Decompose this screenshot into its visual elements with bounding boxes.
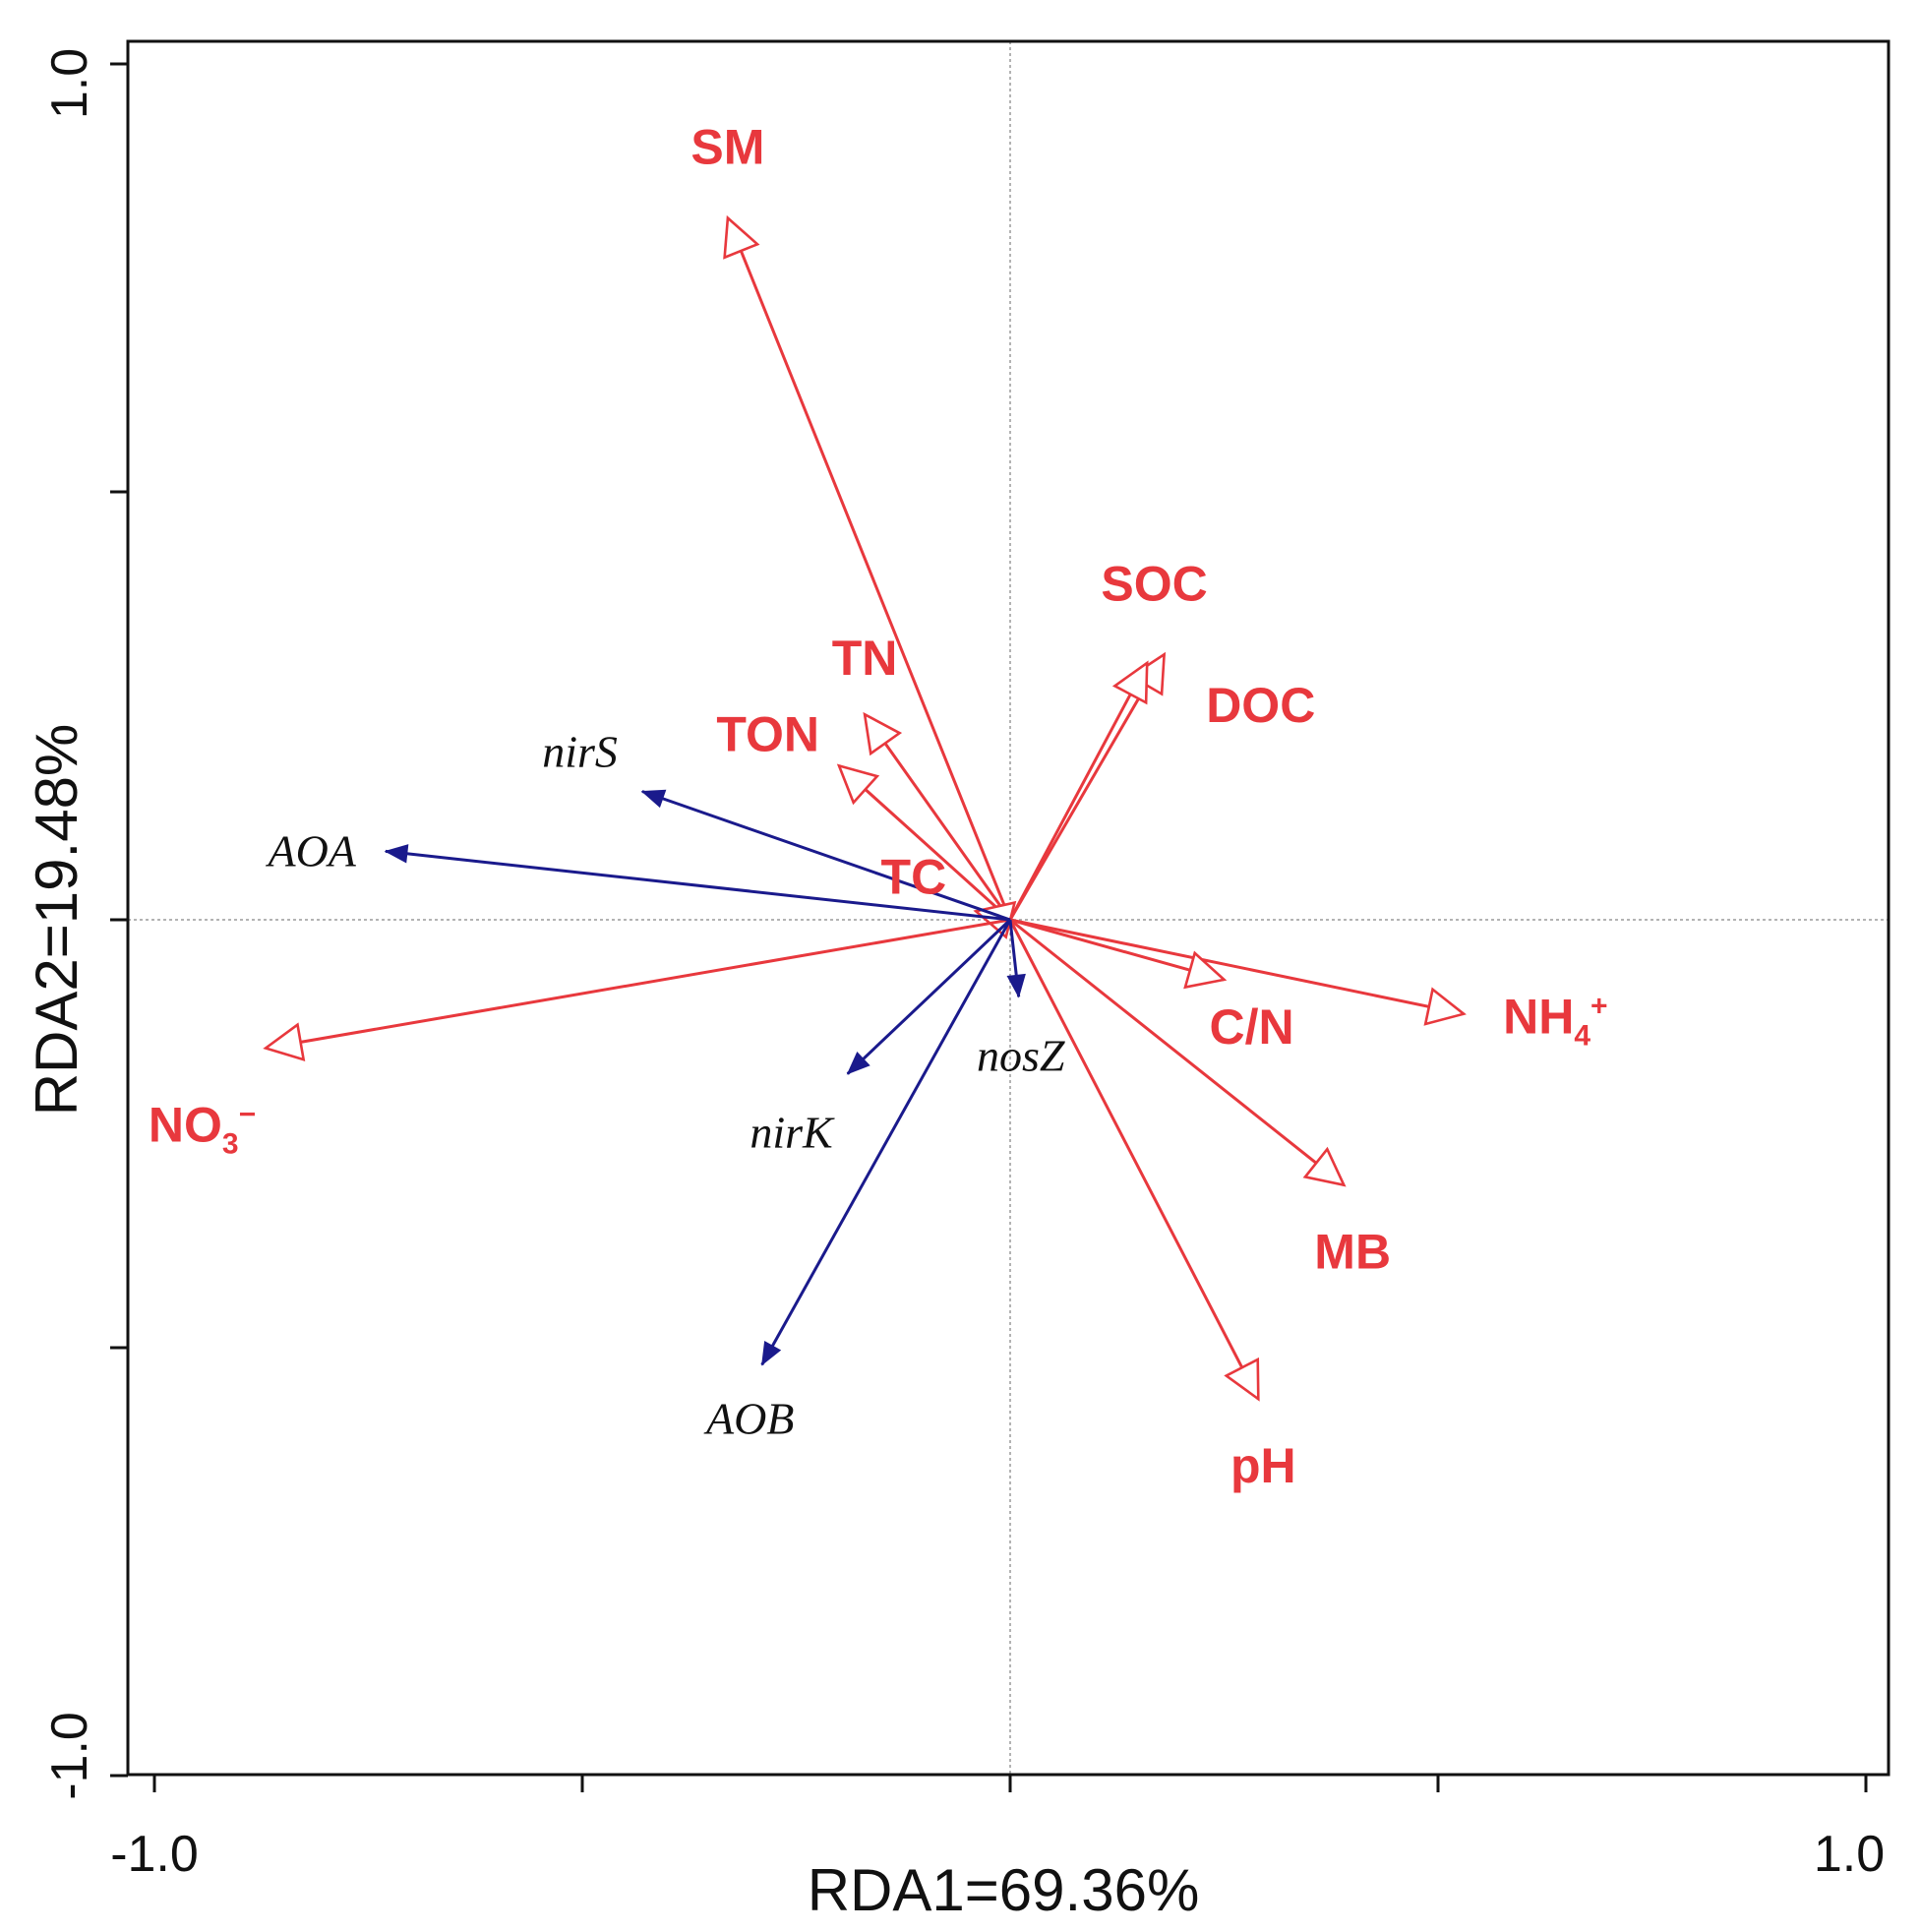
gene-arrow-nirs bbox=[640, 789, 1011, 922]
env-label-soc: SOC bbox=[1101, 556, 1207, 611]
env-arrow-doc bbox=[1008, 660, 1149, 921]
env-label-c-n: C/N bbox=[1210, 999, 1294, 1055]
x-tick-label-max: 1.0 bbox=[1814, 1826, 1885, 1883]
env-arrow-nh4 bbox=[1009, 918, 1467, 1026]
env-arrow-mb bbox=[1009, 918, 1347, 1187]
y-tick-label-max: 1.0 bbox=[41, 48, 98, 119]
env-label-mb: MB bbox=[1314, 1225, 1391, 1280]
env-arrow-no3 bbox=[263, 918, 1011, 1061]
gene-label-aob: AOB bbox=[703, 1393, 794, 1443]
env-label-sm: SM bbox=[690, 120, 764, 175]
gene-arrow-aoa bbox=[384, 844, 1011, 922]
plot-frame bbox=[126, 39, 1890, 1777]
env-label-doc: DOC bbox=[1206, 678, 1315, 733]
environment-arrows bbox=[263, 214, 1467, 1402]
gene-arrow-aob bbox=[760, 919, 1012, 1366]
gene-label-nirk: nirK bbox=[750, 1108, 835, 1158]
gene-arrows bbox=[384, 789, 1026, 1366]
env-arrow-c-n bbox=[1009, 918, 1228, 990]
gene-labels: AOA nirS nosZ nirK AOB bbox=[265, 727, 1064, 1444]
gene-arrow-nirk bbox=[846, 918, 1012, 1075]
y-tick-label-min: -1.0 bbox=[41, 1712, 98, 1800]
env-label-ph: pH bbox=[1230, 1438, 1296, 1493]
env-label-tc: TC bbox=[881, 849, 947, 904]
env-label-no3: NO3− bbox=[149, 1098, 256, 1161]
env-label-nh4: NH4+ bbox=[1503, 990, 1607, 1053]
env-arrow-ton bbox=[836, 763, 1012, 922]
gene-label-nirs: nirS bbox=[542, 727, 618, 777]
x-ticks bbox=[152, 1775, 1868, 1792]
env-label-tn: TN bbox=[832, 631, 898, 686]
x-axis-title: RDA1=69.36% bbox=[808, 1857, 1200, 1923]
env-label-ton: TON bbox=[716, 706, 819, 761]
env-arrow-soc bbox=[1008, 651, 1167, 921]
env-arrow-ph bbox=[1008, 919, 1260, 1402]
env-arrow-sm bbox=[723, 214, 1012, 921]
gene-label-aoa: AOA bbox=[265, 825, 356, 875]
x-tick-label-min: -1.0 bbox=[110, 1826, 199, 1883]
gene-label-nosz: nosZ bbox=[977, 1030, 1065, 1080]
y-ticks bbox=[110, 62, 128, 1778]
gene-arrow-nosz bbox=[1006, 919, 1026, 998]
env-arrow-tn bbox=[863, 711, 1012, 921]
y-axis-title: RDA2=19.48% bbox=[24, 724, 90, 1117]
